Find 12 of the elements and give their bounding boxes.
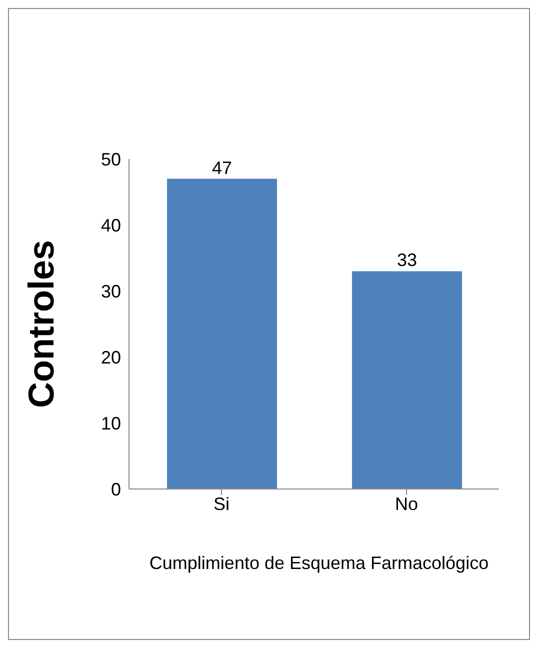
x-tick-label: Si [213,494,230,514]
y-axis-title: Controles [20,240,62,408]
data-label: 33 [396,250,418,270]
y-tick-label: 30 [100,281,121,302]
y-tick-label: 20 [100,347,121,368]
x-tick-label: No [394,494,418,514]
x-axis-title: Cumplimiento de Esquema Farmacológico [149,552,489,575]
y-tick-label: 50 [100,149,121,170]
data-label: 47 [212,158,232,178]
y-tick-label: 0 [110,479,121,500]
y-tick-label: 40 [100,215,121,236]
y-tick-label: 10 [100,413,121,434]
